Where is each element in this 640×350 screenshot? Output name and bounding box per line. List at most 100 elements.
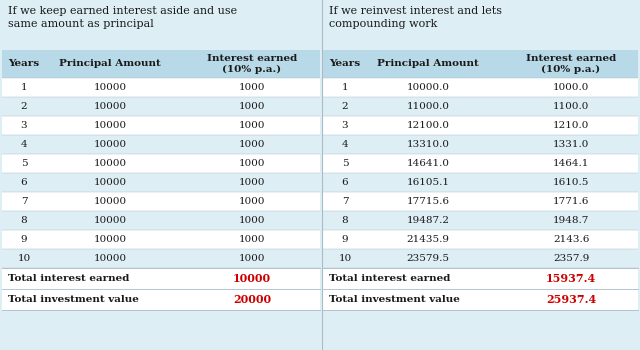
Bar — [2, 211, 320, 230]
Text: 13310.0: 13310.0 — [406, 140, 449, 149]
Bar — [323, 173, 638, 192]
Text: 1000: 1000 — [239, 197, 265, 206]
Text: 25937.4: 25937.4 — [546, 294, 596, 305]
Bar — [2, 135, 320, 154]
Text: 1610.5: 1610.5 — [553, 178, 589, 187]
Bar — [2, 268, 320, 289]
Bar — [323, 211, 638, 230]
Text: 1331.0: 1331.0 — [553, 140, 589, 149]
Bar — [323, 154, 638, 173]
Text: 5: 5 — [342, 159, 348, 168]
Text: Total investment value: Total investment value — [8, 295, 139, 304]
Text: 5: 5 — [20, 159, 28, 168]
Text: Years: Years — [8, 60, 40, 69]
Bar — [323, 0, 638, 50]
Text: 3: 3 — [342, 121, 348, 130]
Text: 7: 7 — [20, 197, 28, 206]
Text: 1771.6: 1771.6 — [553, 197, 589, 206]
Text: Interest earned
(10% p.a.): Interest earned (10% p.a.) — [207, 54, 297, 74]
Bar — [2, 249, 320, 268]
Text: 10000: 10000 — [93, 83, 127, 92]
Text: 7: 7 — [342, 197, 348, 206]
Text: 8: 8 — [342, 216, 348, 225]
Bar — [2, 173, 320, 192]
Text: 10000.0: 10000.0 — [406, 83, 449, 92]
Text: 10000: 10000 — [93, 121, 127, 130]
Text: 1: 1 — [20, 83, 28, 92]
Bar — [2, 289, 320, 310]
Text: 11000.0: 11000.0 — [406, 102, 449, 111]
Text: 10000: 10000 — [93, 216, 127, 225]
Bar — [323, 116, 638, 135]
Text: Total interest earned: Total interest earned — [8, 274, 129, 283]
Bar — [323, 268, 638, 289]
Text: 6: 6 — [20, 178, 28, 187]
Text: 1000: 1000 — [239, 102, 265, 111]
Text: Total interest earned: Total interest earned — [329, 274, 451, 283]
Text: 6: 6 — [342, 178, 348, 187]
Bar — [323, 249, 638, 268]
Text: 4: 4 — [342, 140, 348, 149]
Text: 9: 9 — [20, 235, 28, 244]
Text: 21435.9: 21435.9 — [406, 235, 449, 244]
Bar — [323, 230, 638, 249]
Text: 1: 1 — [342, 83, 348, 92]
Text: 2357.9: 2357.9 — [553, 254, 589, 263]
Text: 1464.1: 1464.1 — [553, 159, 589, 168]
Text: Total investment value: Total investment value — [329, 295, 460, 304]
Text: 1948.7: 1948.7 — [553, 216, 589, 225]
Text: 1000: 1000 — [239, 121, 265, 130]
Bar — [2, 230, 320, 249]
Bar — [2, 116, 320, 135]
Text: 10: 10 — [17, 254, 31, 263]
Text: 20000: 20000 — [233, 294, 271, 305]
Text: 1000: 1000 — [239, 235, 265, 244]
Text: 1000: 1000 — [239, 83, 265, 92]
Text: 1000: 1000 — [239, 216, 265, 225]
Text: If we keep earned interest aside and use
same amount as principal: If we keep earned interest aside and use… — [8, 6, 237, 29]
Text: 15937.4: 15937.4 — [546, 273, 596, 284]
Text: 23579.5: 23579.5 — [406, 254, 449, 263]
Bar — [323, 78, 638, 97]
Text: 10000: 10000 — [93, 254, 127, 263]
Bar — [2, 78, 320, 97]
Text: 10000: 10000 — [93, 197, 127, 206]
Text: Years: Years — [330, 60, 360, 69]
Text: 1000.0: 1000.0 — [553, 83, 589, 92]
Text: 14641.0: 14641.0 — [406, 159, 449, 168]
Text: 1000: 1000 — [239, 159, 265, 168]
Text: 19487.2: 19487.2 — [406, 216, 449, 225]
Text: 10000: 10000 — [93, 140, 127, 149]
Bar — [2, 154, 320, 173]
Bar — [323, 192, 638, 211]
Text: Interest earned
(10% p.a.): Interest earned (10% p.a.) — [526, 54, 616, 74]
Bar — [323, 97, 638, 116]
Bar — [323, 289, 638, 310]
Text: 1000: 1000 — [239, 178, 265, 187]
Text: 2143.6: 2143.6 — [553, 235, 589, 244]
Text: 9: 9 — [342, 235, 348, 244]
Bar — [323, 50, 638, 78]
Text: 10000: 10000 — [233, 273, 271, 284]
Text: 10000: 10000 — [93, 235, 127, 244]
Text: 16105.1: 16105.1 — [406, 178, 449, 187]
Text: 4: 4 — [20, 140, 28, 149]
Text: 10000: 10000 — [93, 102, 127, 111]
Text: If we reinvest interest and lets
compounding work: If we reinvest interest and lets compoun… — [329, 6, 502, 29]
Bar — [2, 97, 320, 116]
Text: 8: 8 — [20, 216, 28, 225]
Text: 1100.0: 1100.0 — [553, 102, 589, 111]
Bar — [323, 135, 638, 154]
Bar — [2, 50, 320, 78]
Text: 12100.0: 12100.0 — [406, 121, 449, 130]
Text: 10: 10 — [339, 254, 351, 263]
Text: 1000: 1000 — [239, 140, 265, 149]
Text: 2: 2 — [20, 102, 28, 111]
Text: 2: 2 — [342, 102, 348, 111]
Bar — [2, 192, 320, 211]
Text: Principal Amount: Principal Amount — [377, 60, 479, 69]
Text: 10000: 10000 — [93, 178, 127, 187]
Text: 1210.0: 1210.0 — [553, 121, 589, 130]
Text: Principal Amount: Principal Amount — [59, 60, 161, 69]
Text: 1000: 1000 — [239, 254, 265, 263]
